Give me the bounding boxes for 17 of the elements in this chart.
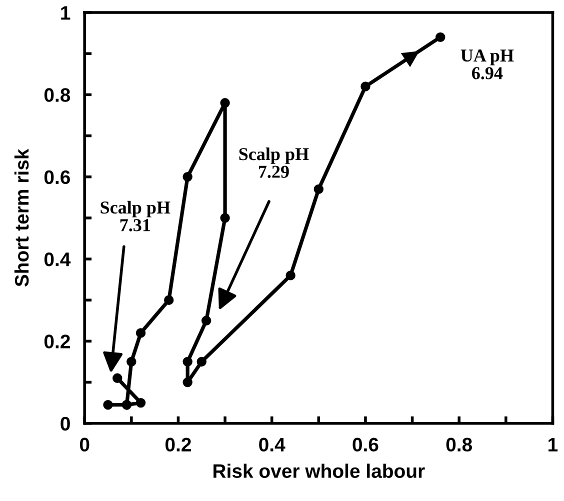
- y-tick-label: 0: [60, 416, 70, 431]
- x-tick-label: 0: [80, 438, 90, 452]
- annotation: Scalp pH 7.29: [239, 148, 309, 178]
- x-tick-label: 0.2: [165, 438, 191, 452]
- y-tick-label: 1: [61, 6, 70, 20]
- y-tick-label: 0.4: [44, 252, 71, 266]
- x-axis-title: Risk over whole labour: [214, 464, 425, 478]
- x-tick-label: 0.8: [446, 438, 472, 452]
- y-tick-label: 0.6: [44, 170, 70, 184]
- x-tick-label: 0.4: [259, 438, 286, 452]
- y-tick-label: 0.2: [44, 334, 70, 348]
- x-tick-label: 1: [548, 438, 558, 452]
- annotation: Scalp pH 7.31: [100, 200, 170, 232]
- annotation: UA pH 6.94: [460, 50, 514, 80]
- y-axis-title: Short term risk: [14, 148, 29, 287]
- x-tick-label: 0.6: [352, 438, 378, 452]
- y-tick-label: 0.8: [44, 88, 70, 102]
